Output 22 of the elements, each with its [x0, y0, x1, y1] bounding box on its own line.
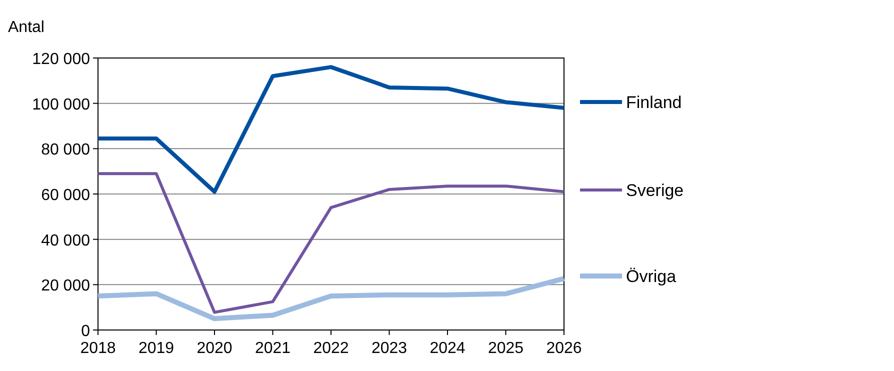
x-tick-label: 2024	[430, 340, 466, 357]
line-series	[96, 65, 566, 194]
legend-label: Finland	[626, 93, 682, 112]
y-tick-label: 20 000	[41, 278, 90, 295]
legend-label: Övriga	[626, 267, 677, 286]
x-tick-label: 2018	[80, 340, 116, 357]
y-tick-label: 60 000	[41, 187, 90, 204]
x-tick-label: 2025	[488, 340, 524, 357]
y-tick-label: 100 000	[32, 96, 90, 114]
x-tick-label: 2020	[196, 340, 232, 357]
line-series	[96, 172, 566, 314]
y-axis-title: Antal	[8, 19, 44, 36]
y-tick-label: 120 000	[32, 51, 90, 68]
y-tick-label: 80 000	[41, 142, 90, 159]
x-tick-label: 2026	[546, 340, 582, 357]
y-tick-label: 0	[81, 323, 90, 340]
x-tick-label: 2023	[371, 340, 408, 357]
legend-label: Sverige	[626, 181, 684, 200]
x-tick-label: 2021	[254, 340, 291, 357]
x-tick-label: 2019	[138, 340, 174, 357]
y-tick-label: 40 000	[41, 232, 90, 250]
x-tick-label: 2022	[313, 340, 349, 357]
